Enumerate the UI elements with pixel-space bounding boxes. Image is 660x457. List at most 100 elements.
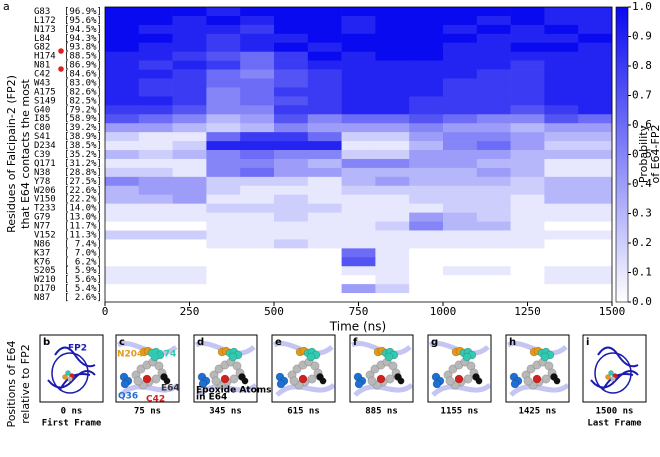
heat-cell <box>105 284 140 294</box>
heat-cell <box>172 123 207 133</box>
heat-cell <box>375 293 410 303</box>
heat-cell <box>307 150 342 160</box>
heat-cell <box>105 60 140 70</box>
heat-cell <box>375 176 410 187</box>
x-tick-label: 1000 <box>430 305 457 318</box>
heat-cell <box>578 33 613 44</box>
heat-cell <box>409 114 444 124</box>
heat-cell <box>206 194 241 204</box>
colorbar-tick-label: 0.3 <box>632 207 652 220</box>
heat-cell <box>476 185 511 196</box>
row-percent: [ 5.4%] <box>64 284 102 294</box>
heat-cell <box>138 176 173 187</box>
heat-cell <box>172 33 207 44</box>
panel-note: Epoxide Atoms <box>196 386 272 396</box>
heat-cell <box>375 60 410 70</box>
heat-cell <box>544 42 579 52</box>
panel-letter: e <box>275 337 282 348</box>
row-percent: [95.6%] <box>64 16 102 26</box>
row-label: C42 <box>34 70 50 80</box>
heat-cell <box>375 24 410 35</box>
heat-cell <box>138 60 173 70</box>
row-percent: [ 7.0%] <box>64 248 102 258</box>
heat-cell <box>274 176 309 187</box>
heat-cell <box>578 293 613 303</box>
heat-cell <box>307 248 342 258</box>
heat-cell <box>476 42 511 52</box>
heat-cell <box>307 212 342 222</box>
row-label: T233 <box>34 204 56 214</box>
heat-cell <box>138 167 173 178</box>
heat-cell <box>105 123 140 133</box>
colorbar-tick-label: 0.7 <box>632 89 652 102</box>
heat-cell <box>274 293 309 303</box>
heat-cell <box>578 266 613 276</box>
heat-cell <box>375 257 410 267</box>
heat-cell <box>544 150 579 160</box>
heat-cell <box>409 87 444 97</box>
heat-cell <box>578 105 613 115</box>
row-percent: [84.6%] <box>64 70 102 80</box>
heat-cell <box>105 158 140 169</box>
heat-cell <box>341 42 376 52</box>
heat-cell <box>172 150 207 160</box>
atom <box>367 376 377 386</box>
heat-cell <box>510 284 545 294</box>
heat-cell <box>375 7 410 17</box>
row-percent: [22.2%] <box>64 195 102 205</box>
heat-cell <box>138 96 173 106</box>
heat-cell <box>409 284 444 294</box>
atom <box>289 376 299 386</box>
heat-cell <box>206 42 241 52</box>
heat-cell <box>172 78 207 88</box>
heat-cell <box>240 150 275 160</box>
heat-cell <box>138 15 173 26</box>
row-label: G79 <box>34 213 50 223</box>
heat-cell <box>274 42 309 52</box>
heat-cell <box>138 69 173 79</box>
heat-cell <box>443 212 478 222</box>
heat-cell <box>172 132 207 142</box>
atom <box>397 377 405 385</box>
heat-cell <box>274 24 309 35</box>
heat-cell <box>240 230 275 240</box>
heat-cell <box>307 24 342 35</box>
heat-cell <box>443 275 478 285</box>
colorbar-tick-label: 0.2 <box>632 236 652 249</box>
heat-cell <box>341 51 376 61</box>
heat-cell <box>307 203 342 213</box>
panel-caption: Last Frame <box>587 419 642 429</box>
heat-cell <box>409 203 444 213</box>
heat-cell <box>409 167 444 178</box>
heat-cell <box>409 248 444 258</box>
heat-cell <box>105 275 140 285</box>
heat-cell <box>307 275 342 285</box>
heat-cell <box>240 132 275 142</box>
heat-cell <box>476 141 511 151</box>
heat-cell <box>206 239 241 249</box>
x-tick-label: 500 <box>264 305 284 318</box>
heat-cell <box>476 239 511 249</box>
heat-cell <box>206 132 241 142</box>
panel-note: H174 <box>150 350 176 360</box>
atom <box>214 364 224 374</box>
heat-cell <box>578 123 613 133</box>
heat-cell <box>206 212 241 222</box>
heat-cell <box>274 284 309 294</box>
heat-cell <box>240 185 275 196</box>
heat-cell <box>341 194 376 204</box>
heat-cell <box>510 248 545 258</box>
row-label: V150 <box>34 195 56 205</box>
heat-cell <box>206 185 241 196</box>
atom <box>384 352 394 362</box>
heat-cell <box>443 123 478 133</box>
heat-cell <box>544 176 579 187</box>
panel-letter: i <box>586 337 589 348</box>
heat-cell <box>274 105 309 115</box>
row-percent: [22.6%] <box>64 186 102 196</box>
heat-cell <box>544 167 579 178</box>
heat-cell <box>476 123 511 133</box>
atom <box>370 364 380 374</box>
heat-cell <box>476 132 511 142</box>
colorbar-tick-label: 0.4 <box>632 177 652 190</box>
